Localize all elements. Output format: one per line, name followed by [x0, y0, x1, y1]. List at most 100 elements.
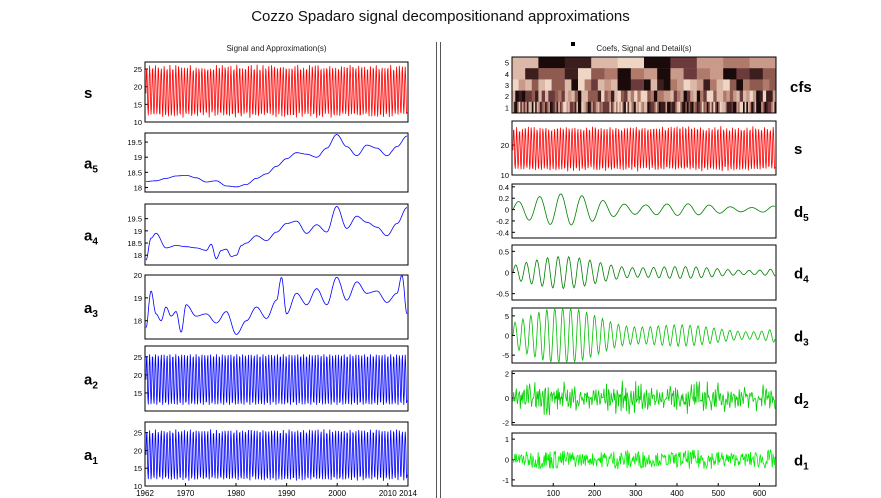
coef-cell	[762, 90, 767, 102]
coef-cell	[663, 101, 666, 114]
coef-cell	[660, 101, 663, 114]
coef-cell	[726, 101, 729, 114]
coef-cell	[617, 101, 620, 114]
coef-cell	[569, 101, 572, 114]
coef-cell	[525, 101, 528, 114]
coef-cell	[578, 101, 581, 114]
coef-cell	[561, 101, 564, 114]
coef-cell	[512, 68, 526, 80]
coef-cell	[731, 101, 734, 114]
coef-cell	[640, 90, 645, 102]
coef-cell	[729, 101, 732, 114]
coef-cell	[518, 79, 526, 91]
right-row-label: s	[794, 141, 802, 158]
right-ytick-label: -5	[502, 351, 509, 360]
coef-cell	[670, 90, 675, 102]
coef-cell	[653, 101, 656, 114]
coef-cell	[591, 79, 599, 91]
right-axes-2	[511, 244, 777, 301]
left-ytick-label: 19	[134, 294, 142, 303]
coef-cell	[563, 101, 566, 114]
left-row-label: a5	[84, 156, 98, 176]
coefs-marker	[571, 42, 575, 46]
coef-cell	[549, 101, 552, 114]
left-ytick-label: 18	[134, 183, 142, 192]
coef-cell	[726, 90, 731, 102]
coef-cell	[746, 101, 749, 114]
coef-cell	[620, 101, 623, 114]
coef-cell	[708, 101, 711, 114]
coef-cell	[525, 79, 533, 91]
coef-cell	[749, 57, 777, 69]
coef-cell	[723, 79, 731, 91]
coef-cell	[705, 101, 708, 114]
right-xtick-label: 300	[629, 489, 643, 498]
coef-cell	[714, 101, 717, 114]
coef-cell	[584, 101, 587, 114]
coef-cell	[706, 101, 709, 114]
coef-cell	[538, 79, 546, 91]
coef-cell	[703, 90, 708, 102]
coef-cell	[686, 101, 689, 114]
left-ytick-label: 25	[134, 65, 142, 74]
coef-cell	[558, 79, 566, 91]
left-xtick-label: 1962	[136, 489, 154, 498]
right-ytick-label: 5	[505, 312, 509, 321]
coef-cell	[637, 90, 642, 102]
coef-cell	[762, 101, 765, 114]
coef-cell	[696, 68, 711, 80]
left-xtick-label: 1990	[278, 489, 296, 498]
coef-cell	[630, 68, 645, 80]
coef-cell	[568, 90, 572, 102]
coef-cell	[718, 101, 721, 114]
coef-cell	[749, 90, 754, 102]
coef-cell	[591, 68, 605, 80]
left-panel-title: Signal and Approximation(s)	[226, 44, 327, 53]
left-ytick-label: 15	[134, 100, 142, 109]
left-series-line-a3	[145, 275, 408, 335]
right-series-line-d3	[512, 307, 776, 364]
coef-cell	[597, 79, 605, 91]
coef-cell	[665, 101, 668, 114]
coef-cell	[706, 90, 711, 102]
coef-cell	[611, 90, 615, 102]
left-ytick-label: 10	[134, 482, 142, 491]
coef-cell	[736, 101, 739, 114]
coef-cell	[668, 101, 671, 114]
coef-cell	[612, 101, 615, 114]
coefs-frame	[511, 56, 777, 114]
coef-cell	[759, 101, 762, 114]
right-ytick-label: 0.4	[499, 183, 509, 192]
left-row-label: a4	[84, 228, 98, 248]
coef-cell	[774, 101, 777, 114]
coef-cell	[545, 79, 552, 91]
coef-cell	[696, 79, 704, 91]
right-row-label: d4	[794, 266, 809, 286]
coef-cell	[512, 90, 516, 102]
coef-cell	[650, 101, 653, 114]
coef-cell	[769, 101, 772, 114]
coef-cell	[515, 101, 518, 114]
coef-cell	[749, 101, 752, 114]
coef-cell	[701, 101, 704, 114]
coef-cell	[736, 90, 741, 102]
coef-cell	[536, 101, 539, 114]
coef-cell	[591, 57, 618, 69]
coef-cell	[698, 101, 701, 114]
coef-cell	[766, 90, 770, 102]
right-ytick-label: 0	[505, 332, 509, 341]
coef-cell	[652, 101, 655, 114]
right-ytick-label: 1	[505, 435, 509, 444]
coef-cell	[634, 90, 638, 102]
coef-cell	[648, 101, 651, 114]
coef-cell	[680, 101, 683, 114]
panel-divider-right	[440, 42, 441, 498]
coefs-level-label: 1	[505, 103, 509, 112]
coef-cell	[571, 79, 579, 91]
coef-cell	[551, 68, 566, 80]
coef-cell	[724, 101, 727, 114]
coef-cell	[683, 79, 691, 91]
coef-cell	[521, 90, 526, 102]
coef-cell	[728, 101, 731, 114]
